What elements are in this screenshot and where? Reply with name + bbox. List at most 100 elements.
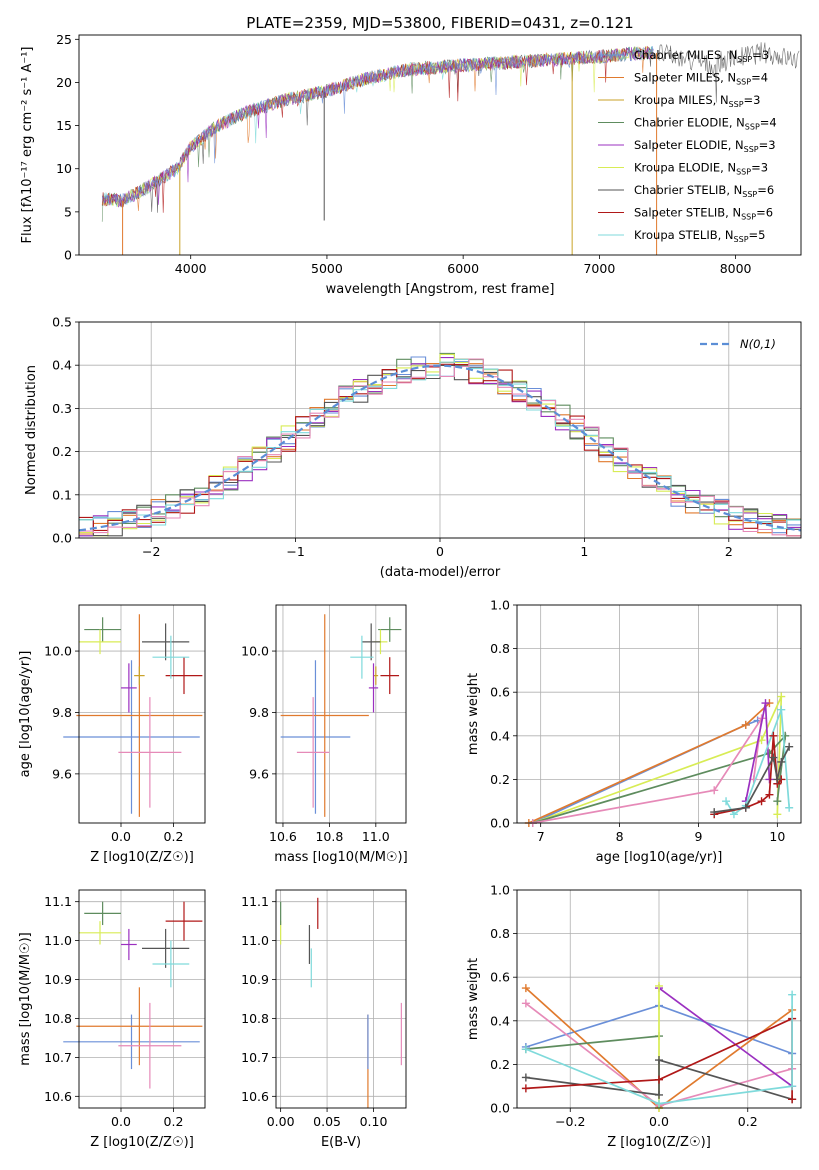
figure-title: PLATE=2359, MJD=53800, FIBERID=0431, z=0… — [246, 14, 633, 32]
y-tick-label: 0.4 — [52, 358, 72, 373]
weight-marker — [757, 797, 766, 806]
legend-label: N(0,1) — [740, 337, 776, 351]
plot-frame — [275, 889, 407, 1109]
x-tick-label: 10.6 — [269, 829, 297, 844]
plot-frame — [78, 889, 206, 1109]
y-tick-label: 10.6 — [44, 1089, 72, 1104]
x-tick-label: 0.0 — [111, 1114, 131, 1129]
x-axis-label: wavelength [Angstrom, rest frame] — [326, 282, 555, 297]
x-tick-label: 0.2 — [164, 829, 184, 844]
x-tick-label: 0.0 — [649, 1114, 669, 1129]
x-tick-label: 0.05 — [313, 1114, 341, 1129]
mass-vs-metallicity-panel: 0.0 0.2 10.6 10.7 10.8 10.9 11.0 11.1 Z [log10(Z… — [18, 889, 206, 1150]
weight-marker — [521, 999, 530, 1008]
weight-line — [525, 1035, 660, 1050]
y-tick-label: 10.9 — [44, 972, 72, 987]
y-tick-label: 0.2 — [52, 444, 72, 459]
weight-marker — [769, 753, 778, 762]
y-tick-label: 10.9 — [241, 972, 269, 987]
y-tick-label: 0.8 — [490, 926, 510, 941]
weight-marker — [788, 1082, 797, 1091]
y-tick-label: 0.0 — [490, 1101, 510, 1116]
x-tick-label: 8 — [616, 829, 624, 844]
x-tick-label: −0.2 — [555, 1114, 585, 1129]
plot-frame — [275, 604, 407, 824]
weight-marker — [521, 1073, 530, 1082]
y-axis-label: mass weight — [466, 958, 481, 1040]
weight-marker — [710, 786, 719, 795]
age-vs-mass-panel: 10.6 10.8 11.0 9.6 9.8 10.0 mass [log10(M/M☉)] — [241, 604, 408, 865]
weight-marker — [655, 981, 663, 990]
y-tick-label: 10.0 — [241, 644, 269, 659]
y-tick-label: 0.2 — [490, 772, 510, 787]
x-tick-label: 5000 — [311, 261, 343, 276]
weight-marker — [521, 1045, 530, 1054]
plot-frame — [516, 604, 802, 824]
weight-marker — [788, 1095, 797, 1104]
y-tick-label: 11.1 — [44, 894, 72, 909]
weight-marker — [769, 731, 778, 740]
weight-line — [532, 717, 763, 824]
weight-line — [532, 696, 783, 824]
y-tick-label: 0.0 — [52, 531, 72, 546]
x-tick-label: 0.10 — [360, 1114, 388, 1129]
y-tick-label: 11.1 — [241, 894, 269, 909]
y-tick-label: 20 — [56, 75, 72, 90]
histogram-step — [79, 358, 801, 537]
x-tick-label: 1 — [580, 544, 588, 559]
y-tick-label: 0.3 — [52, 401, 72, 416]
x-tick-label: 8000 — [720, 261, 752, 276]
weight-marker — [655, 1075, 663, 1084]
weight-marker — [521, 984, 530, 993]
plot-frame — [78, 34, 802, 256]
y-tick-label: 10.8 — [44, 1011, 72, 1026]
weight-marker — [781, 731, 790, 740]
mass-weight-vs-metallicity-panel: −0.2 0.0 0.2 0.0 0.2 0.4 0.6 0.8 1.0 Z [log10(Z/Z… — [466, 883, 802, 1150]
y-tick-label: 0.5 — [52, 315, 72, 330]
x-tick-label: 2 — [725, 544, 733, 559]
y-tick-label: 9.8 — [249, 705, 269, 720]
y-tick-label: 5 — [64, 204, 72, 219]
weight-marker — [777, 705, 786, 714]
weight-marker — [777, 757, 786, 766]
weight-marker — [655, 1099, 663, 1108]
weight-marker — [741, 720, 750, 729]
weight-marker — [765, 790, 774, 799]
weight-marker — [655, 1090, 663, 1099]
y-tick-label: 0.4 — [490, 1013, 510, 1028]
y-axis-label: mass weight — [466, 673, 481, 755]
weight-line — [525, 994, 793, 1105]
y-tick-label: 0.8 — [490, 641, 510, 656]
weight-marker — [773, 797, 782, 806]
plot-frame — [78, 604, 206, 824]
legend-label: Kroupa MILES, NSSP=3 — [634, 93, 760, 109]
x-tick-label: 0.00 — [267, 1114, 295, 1129]
x-tick-label: 6000 — [447, 261, 479, 276]
y-tick-label: 10.7 — [241, 1050, 269, 1065]
x-axis-label: Z [log10(Z/Z☉)] — [607, 1135, 711, 1150]
weight-marker — [741, 803, 750, 812]
weight-marker — [655, 1056, 663, 1065]
y-tick-label: 0.6 — [490, 685, 510, 700]
y-tick-label: 10.0 — [44, 644, 72, 659]
spectrum-panel: 4000 5000 6000 7000 8000 0 5 10 15 20 25 wavelength… — [20, 32, 802, 297]
x-tick-label: 0.0 — [111, 829, 131, 844]
weight-marker — [729, 810, 738, 819]
y-tick-label: 0.0 — [490, 816, 510, 831]
x-tick-label: 0.2 — [738, 1114, 758, 1129]
weight-marker — [773, 810, 782, 819]
plot-frame — [516, 889, 802, 1109]
x-axis-label: Z [log10(Z/Z☉)] — [90, 1135, 194, 1150]
legend-label: Kroupa ELODIE, NSSP=3 — [634, 161, 768, 177]
x-axis-label: Z [log10(Z/Z☉)] — [90, 850, 194, 865]
normal-curve — [78, 364, 802, 532]
y-axis-label: Flux [fλ10⁻¹⁷ erg cm⁻² s⁻¹ A⁻¹] — [20, 47, 35, 244]
y-tick-label: 0.1 — [52, 487, 72, 502]
x-tick-label: 0.2 — [164, 1114, 184, 1129]
x-tick-label: 0 — [436, 544, 444, 559]
x-tick-label: 7 — [537, 829, 545, 844]
legend-label: Salpeter ELODIE, NSSP=3 — [634, 138, 776, 154]
y-tick-label: 10.7 — [44, 1050, 72, 1065]
y-tick-label: 1.0 — [490, 883, 510, 898]
